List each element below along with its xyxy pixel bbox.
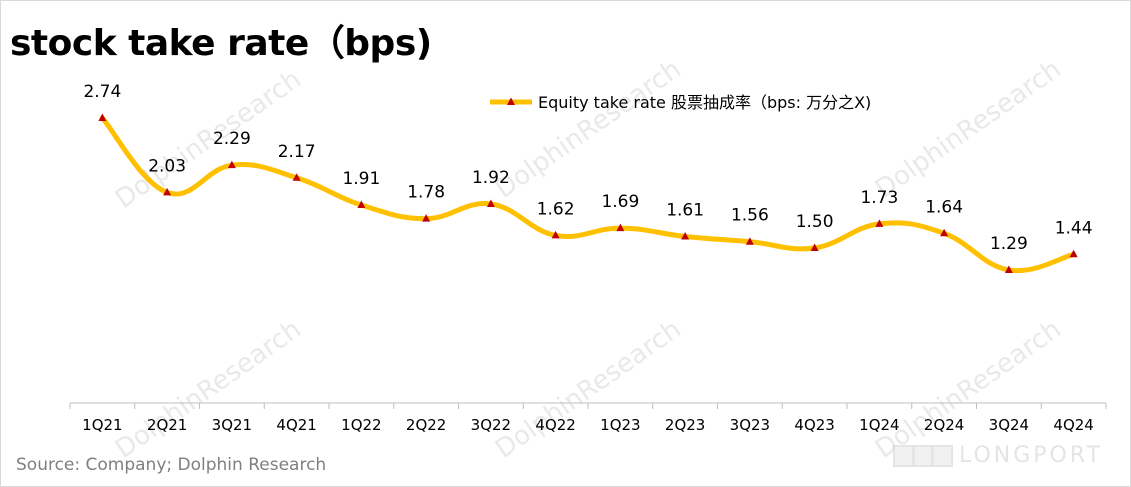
legend: Equity take rate 股票抽成率（bps: 万分之X) [490,93,871,112]
x-tick-label: 4Q24 [1053,416,1093,434]
data-point-marker [292,173,301,181]
data-label: 1.91 [342,169,380,189]
x-tick-label: 3Q23 [730,416,770,434]
data-point-marker [551,230,560,239]
series-layer: 2.74 2.03 2.29 2.17 1.91 1.78 1.92 1.62 1.69 1.61… [83,82,1093,274]
data-point-marker [875,219,884,227]
data-point-marker [940,228,949,237]
data-point-marker [422,214,431,222]
data-label: 1.50 [796,212,834,232]
data-label: 1.61 [666,200,704,220]
data-label: 2.17 [278,142,316,162]
source-note: Source: Company; Dolphin Research [16,455,327,475]
data-label: 2.03 [148,156,186,176]
x-tick-label: 1Q22 [341,416,381,434]
data-label: 1.29 [990,234,1028,254]
data-point-marker [1069,249,1078,258]
data-point-marker [357,200,366,209]
x-tick-label: 4Q22 [535,416,575,434]
legend-marker [507,97,515,105]
data-label: 1.69 [601,192,639,212]
x-tick-label: 3Q21 [212,416,252,434]
data-point-marker [681,231,690,240]
x-tick-label: 4Q23 [794,416,834,434]
data-label: 1.73 [860,188,898,208]
data-label: 1.44 [1055,218,1093,238]
x-tick-label: 2Q22 [406,416,446,434]
legend-label: Equity take rate 股票抽成率（bps: 万分之X) [538,93,871,112]
x-tick-label: 3Q22 [471,416,511,434]
data-label: 1.62 [537,199,575,219]
x-tick-label: 1Q24 [859,416,899,434]
x-tick-label: 3Q24 [989,416,1029,434]
x-tick-label: 2Q21 [147,416,187,434]
data-label: 1.64 [925,197,963,217]
chart-title: stock take rate（bps) [10,23,432,64]
data-label: 1.78 [407,183,445,203]
data-label: 2.74 [83,82,121,102]
data-point-marker [98,113,107,121]
data-label: 1.92 [472,168,510,188]
data-point-marker [227,160,236,169]
data-label: 1.56 [731,206,769,226]
x-tick-label: 2Q23 [665,416,705,434]
data-point-marker [810,243,819,251]
brand-text: LONGPORT [959,443,1104,468]
x-axis: 1Q21 2Q21 3Q21 4Q21 1Q22 2Q22 3Q22 4Q22 1Q23 2Q23… [69,402,1107,434]
data-point-marker [1004,265,1013,273]
brand-mark-icon [893,444,953,467]
data-point-marker [163,187,172,196]
data-label: 2.29 [213,129,251,149]
data-point-marker [745,237,754,245]
data-point-marker [616,223,625,232]
brand-logo: LONGPORT [893,443,1103,468]
x-tick-label: 4Q21 [276,416,316,434]
data-point-marker [486,199,495,207]
x-tick-label: 2Q24 [924,416,964,434]
x-tick-label: 1Q21 [82,416,122,434]
series-line [99,115,1077,274]
x-tick-label: 1Q23 [600,416,640,434]
